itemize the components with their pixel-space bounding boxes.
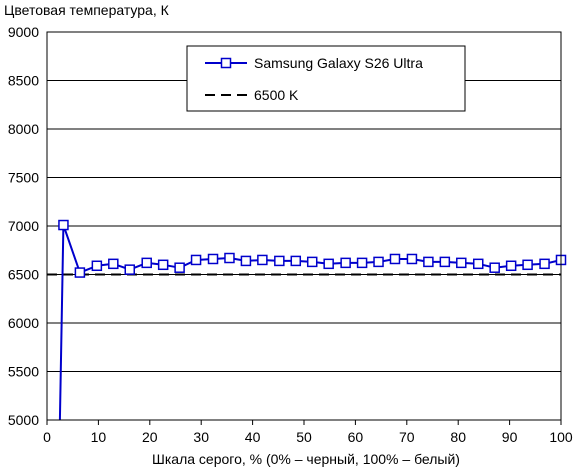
series-layer: [58, 219, 567, 421]
data-point: [389, 253, 401, 265]
y-tick-labels: 5000 5500 6000 6500 7000 7500 8000 8500 9000: [8, 24, 39, 428]
x-tick-label: 90: [502, 429, 518, 445]
x-tick-labels: 0 10 20 30 40 50 60 70 80 90 100: [43, 420, 573, 445]
data-point: [91, 260, 103, 272]
data-point: [174, 262, 185, 273]
data-point: [306, 256, 318, 268]
legend: Samsung Galaxy S26 Ultra 6500 K: [186, 45, 466, 112]
data-point: [290, 255, 302, 267]
x-tick-label: 50: [296, 429, 312, 445]
x-tick-label: 20: [142, 429, 158, 445]
y-tick-label: 5500: [8, 364, 39, 380]
data-point: [340, 257, 351, 269]
data-point: [240, 255, 252, 267]
data-point: [522, 259, 533, 271]
y-tick-label: 7000: [8, 218, 39, 234]
data-point: [323, 258, 334, 270]
data-point: [257, 254, 268, 266]
y-tick-label: 6500: [8, 267, 39, 283]
y-tick-label: 8500: [8, 73, 39, 89]
y-tick-label: 5000: [8, 412, 39, 428]
x-tick-label: 80: [450, 429, 466, 445]
data-point: [423, 256, 434, 268]
data-point: [274, 255, 285, 267]
x-tick-label: 10: [91, 429, 107, 445]
data-point: [472, 258, 484, 270]
x-tick-label: 100: [549, 429, 573, 445]
data-point: [124, 264, 136, 275]
y-tick-label: 8000: [8, 121, 39, 137]
data-point: [207, 253, 219, 265]
y-tick-label: 9000: [8, 24, 39, 40]
data-point: [157, 259, 169, 271]
data-point: [224, 252, 235, 264]
data-point: [356, 257, 368, 269]
y-axis-label: Цветовая температура, К: [4, 2, 170, 18]
x-tick-label: 60: [348, 429, 364, 445]
data-point: [58, 219, 69, 231]
data-point: [489, 262, 500, 273]
legend-box: [186, 45, 466, 112]
legend-series-label: Samsung Galaxy S26 Ultra: [254, 55, 423, 71]
x-tick-label: 0: [43, 429, 51, 445]
data-point: [373, 256, 384, 268]
x-tick-label: 40: [245, 429, 261, 445]
data-point: [74, 267, 86, 278]
data-point: [141, 257, 152, 269]
data-point: [539, 258, 550, 270]
data-point: [190, 254, 202, 266]
y-tick-label: 7500: [8, 170, 39, 186]
data-point: [456, 257, 467, 269]
x-tick-label: 70: [399, 429, 415, 445]
data-point: [439, 256, 451, 268]
data-point: [406, 253, 418, 265]
data-point: [108, 258, 119, 270]
legend-reference-label: 6500 K: [254, 87, 299, 103]
x-tick-label: 30: [193, 429, 209, 445]
legend-series-marker: [220, 57, 232, 69]
y-tick-label: 6000: [8, 315, 39, 331]
x-axis-label: Шкала серого, % (0% – черный, 100% – бел…: [152, 451, 460, 467]
data-point: [505, 260, 517, 272]
